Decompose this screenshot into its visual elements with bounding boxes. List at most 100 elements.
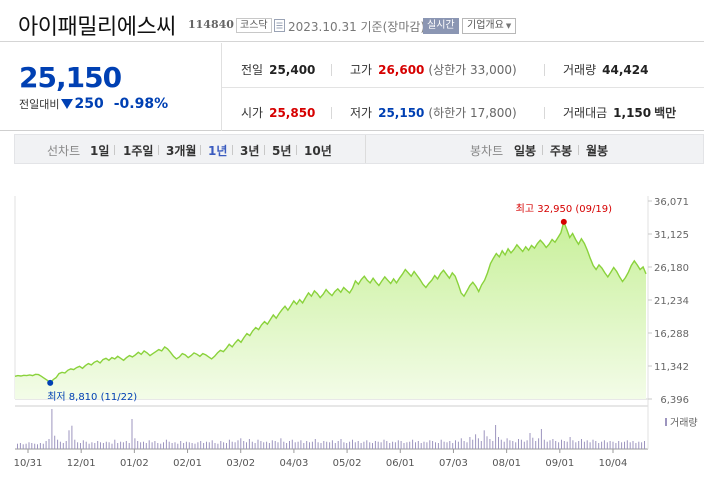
volume-bar [366, 440, 368, 449]
volume-bar [143, 441, 144, 449]
volume-bar [309, 442, 310, 449]
volume-bar [17, 443, 18, 449]
period-10y[interactable]: 10년 [304, 144, 332, 158]
stat-value: 25,150 [378, 106, 425, 120]
x-tick-label: 01/02 [120, 458, 149, 469]
volume-bar [592, 439, 594, 449]
volume-bar [122, 442, 124, 449]
candle-weekly[interactable]: 주봉 [550, 144, 573, 158]
volume-bar [603, 440, 605, 449]
volume-bar [644, 441, 645, 449]
volume-bar [586, 440, 588, 449]
volume-bar [203, 443, 205, 449]
volume-bar [477, 438, 479, 449]
volume-bar [314, 439, 316, 449]
volume-bar [509, 440, 511, 449]
volume-bar [168, 441, 170, 449]
volume-bar [317, 442, 319, 449]
volume-bar [268, 443, 270, 449]
price-chart[interactable]: 36,071 31,125 26,180 21,234 16,288 11,342 6,39… [0, 180, 704, 486]
volume-bar [394, 442, 396, 449]
period-1d[interactable]: 1일 [90, 144, 110, 158]
x-tick-label: 12/01 [67, 458, 96, 469]
volume-bar [291, 439, 293, 449]
document-icon [274, 19, 285, 32]
volume-bar [449, 441, 451, 449]
volume-bar [91, 442, 93, 449]
candle-daily[interactable]: 일봉 [514, 144, 537, 158]
volume-bar [589, 442, 591, 449]
volume-bar [466, 442, 468, 449]
volume-bar [171, 443, 173, 449]
volume-bar [415, 442, 416, 449]
volume-bar [446, 442, 448, 449]
volume-bar [331, 440, 333, 449]
volume-bar [469, 437, 471, 449]
volume-bar [417, 441, 419, 449]
toolbar-separator [542, 145, 543, 155]
chart-toolbar: 선차트 1일 1주일 3개월 1년 3년 5년 10년 봉차트 일봉 주봉 월봉 [14, 134, 704, 164]
volume-bar [389, 443, 391, 449]
volume-bar [403, 443, 405, 449]
volume-bar [535, 441, 537, 449]
volume-bar [566, 441, 568, 449]
company-overview-dropdown[interactable]: 기업개요 ▼ [462, 18, 517, 34]
volume-bar [618, 441, 620, 449]
volume-bar [80, 443, 81, 449]
toolbar-separator [232, 145, 233, 155]
change-percent: -0.98% [113, 96, 169, 112]
volume-bar [426, 442, 428, 449]
volume-bar [423, 441, 425, 449]
volume-bar [558, 442, 560, 449]
volume-bar [549, 440, 551, 449]
candle-monthly[interactable]: 월봉 [586, 144, 609, 158]
stat-trade-value: 거래대금 1,150 백만 [563, 104, 676, 121]
volume-bar [140, 442, 142, 449]
volume-bar [372, 443, 373, 449]
volume-bar [48, 439, 50, 449]
volume-bar [300, 440, 302, 449]
realtime-button[interactable]: 실시간 [423, 18, 459, 34]
volume-bar [526, 440, 528, 449]
volume-bar [148, 440, 150, 449]
stat-low: 저가 25,150 (하한가 17,800) [350, 104, 517, 121]
volume-bar [294, 442, 296, 449]
volume-bar [226, 443, 227, 449]
volume-bar [117, 443, 119, 449]
period-3m[interactable]: 3개월 [166, 144, 197, 158]
volume-bar [503, 441, 505, 449]
x-tick-label: 10/04 [599, 458, 628, 469]
volume-bar [54, 435, 56, 449]
volume-bar [111, 443, 113, 449]
toolbar-separator [114, 145, 115, 155]
volume-bar [323, 441, 325, 449]
volume-bar [134, 438, 136, 449]
change-row: 전일대비 250 -0.98% [19, 96, 168, 112]
toolbar-separator [264, 145, 265, 155]
volume-bar [271, 440, 273, 449]
stat-volume: 거래량 44,424 [563, 61, 648, 78]
volume-bar [246, 442, 247, 449]
volume-bar [380, 442, 382, 449]
volume-bar [480, 441, 482, 449]
period-5y[interactable]: 5년 [272, 144, 292, 158]
volume-bar [120, 441, 122, 449]
period-1w[interactable]: 1주일 [123, 144, 154, 158]
volume-bar [100, 442, 101, 449]
stat-value: 25,400 [269, 63, 316, 77]
volume-bar [137, 441, 139, 449]
volume-bar [629, 442, 631, 449]
volume-bar [174, 442, 176, 449]
volume-bar [57, 439, 59, 449]
volume-bar [183, 443, 185, 449]
x-tick-label: 09/01 [545, 458, 574, 469]
volume-bar [435, 442, 436, 449]
lower-limit: (하한가 17,800) [428, 106, 517, 120]
period-3y[interactable]: 3년 [240, 144, 260, 158]
price-area [15, 221, 646, 399]
volume-bar [432, 441, 434, 449]
volume-bar [223, 442, 225, 449]
volume-bar [240, 438, 242, 449]
volume-bar [102, 443, 104, 449]
period-1y[interactable]: 1년 [208, 144, 228, 158]
